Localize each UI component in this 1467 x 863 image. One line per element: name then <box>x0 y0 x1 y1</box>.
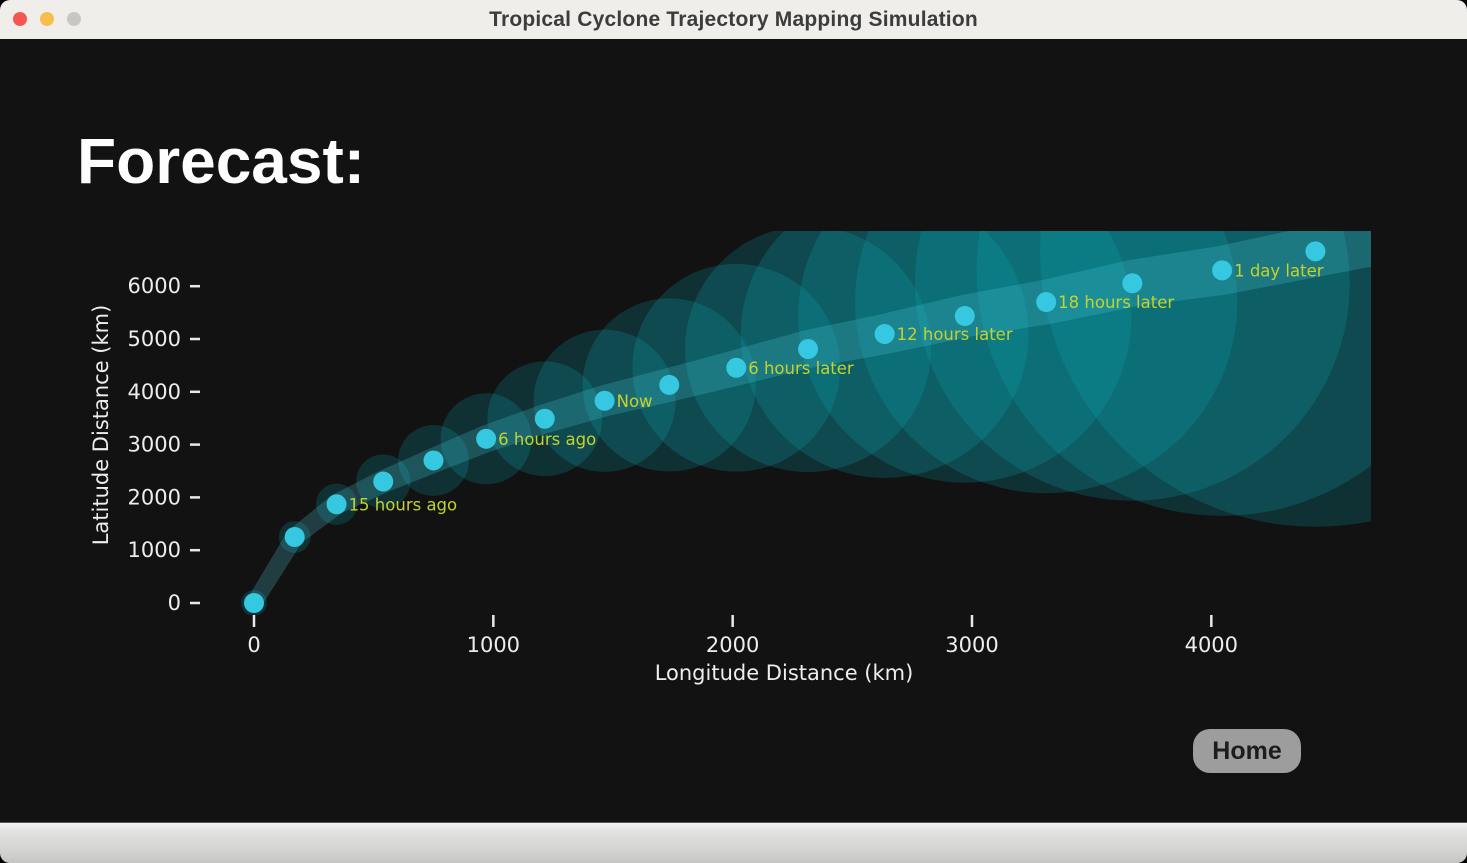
trajectory-point <box>1212 260 1233 281</box>
point-annotation: 12 hours later <box>897 325 1013 344</box>
point-annotation: 1 day later <box>1234 261 1324 280</box>
y-tick-label: 3000 <box>128 433 181 457</box>
x-axis-label: Longitude Distance (km) <box>655 661 914 685</box>
y-axis-label: Latitude Distance (km) <box>89 305 113 546</box>
y-tick-label: 0 <box>168 591 181 615</box>
trajectory-point <box>1305 241 1326 262</box>
trajectory-chart: 0 1000 2000 3000 4000 5000 6000 0 1000 2000 3000 40… <box>89 231 1371 685</box>
window-bottom-bar <box>0 822 1467 863</box>
y-tick-label: 4000 <box>128 380 181 404</box>
point-annotation: Now <box>617 392 653 411</box>
y-tick-label: 5000 <box>128 327 181 351</box>
uncertainty-circle <box>855 231 1238 494</box>
close-button[interactable] <box>13 12 27 26</box>
uncertainty-circle <box>1040 231 1371 527</box>
trajectory-point <box>373 471 394 492</box>
page-title: Forecast: <box>77 125 366 197</box>
trajectory-point <box>423 450 444 471</box>
y-tick-label: 2000 <box>128 485 181 509</box>
x-tick-label: 0 <box>247 633 260 657</box>
trajectory-band <box>247 231 1371 608</box>
trajectory-point <box>244 593 264 613</box>
window-title: Tropical Cyclone Trajectory Mapping Simu… <box>489 7 978 31</box>
x-tick-label: 1000 <box>467 633 520 657</box>
uncertainty-circle <box>740 231 1029 478</box>
trajectory-point <box>726 357 747 378</box>
point-annotation: 18 hours later <box>1058 293 1174 312</box>
x-tick-label: 2000 <box>706 633 759 657</box>
point-annotation: 6 hours later <box>748 359 854 378</box>
trajectory-point <box>476 428 497 449</box>
trajectory-point <box>798 339 819 360</box>
y-tick-label: 6000 <box>128 274 181 298</box>
window-controls <box>13 12 81 26</box>
uncertainty-circle <box>915 231 1350 501</box>
trajectory-point <box>1036 292 1057 313</box>
home-button[interactable]: Home <box>1193 729 1301 773</box>
trajectory-point <box>284 527 305 547</box>
minimize-button[interactable] <box>40 12 54 26</box>
point-annotation: 6 hours ago <box>498 430 596 449</box>
zoom-button[interactable] <box>67 12 81 26</box>
x-tick-label: 3000 <box>945 633 998 657</box>
trajectory-point <box>874 323 895 344</box>
trajectory-point <box>326 494 347 515</box>
point-annotation: 15 hours ago <box>349 495 458 514</box>
x-tick-label: 4000 <box>1185 633 1238 657</box>
y-tick-label: 1000 <box>128 538 181 562</box>
trajectory-point <box>659 374 680 395</box>
trajectory-point <box>594 390 615 411</box>
trajectory-point <box>954 306 975 327</box>
trajectory-point <box>534 408 555 429</box>
uncertainty-circle <box>976 231 1371 516</box>
title-bar: Tropical Cyclone Trajectory Mapping Simu… <box>0 0 1467 39</box>
trajectory-point <box>1122 273 1143 294</box>
